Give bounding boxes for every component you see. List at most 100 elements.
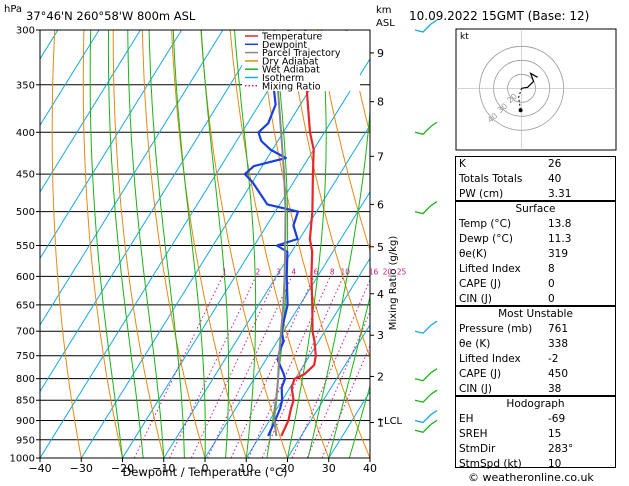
mixing-ratio-label: 2 — [256, 267, 261, 276]
mu-row: CIN (J) 38 — [456, 382, 615, 397]
km-label: km — [376, 5, 392, 16]
wet-adiabat-line — [328, 294, 370, 458]
km-tick-label: 5 — [377, 241, 384, 254]
pressure-tick-label: 700 — [16, 327, 35, 338]
isotherm-line — [245, 257, 370, 458]
index-label: PW (cm) — [459, 188, 504, 200]
hodo-row: EH -69 — [456, 412, 615, 427]
profile-lines — [243, 30, 317, 437]
pressure-tick-label: 300 — [16, 26, 35, 37]
surface-label: θe(K) — [459, 248, 487, 260]
most-unstable-panel: Most Unstable Pressure (mb) 761 θe (K) 338… — [455, 306, 616, 396]
lcl-label: LCL — [384, 416, 403, 427]
mu-row: CAPE (J) 450 — [456, 367, 615, 382]
indices-panel: K 26 Totals Totals 40 PW (cm) 3.31 — [455, 156, 616, 201]
pressure-tick-label: 850 — [16, 396, 35, 407]
wet-adiabat-line — [107, 30, 144, 458]
isotherm-line — [40, 30, 306, 458]
pressure-tick-label: 650 — [16, 300, 35, 311]
isotherm-line — [163, 124, 370, 458]
x-tick-label: −30 — [70, 462, 93, 475]
mixing-ratio-label: 16 — [369, 267, 379, 276]
legend-label: Dry Adiabat — [262, 56, 319, 67]
mixing-ratio-line — [306, 310, 370, 458]
surface-label: Temp (°C) — [459, 218, 512, 230]
hodo-value: -69 — [548, 413, 566, 425]
km-tick-label: 6 — [377, 198, 384, 211]
surface-title: Surface — [515, 203, 556, 215]
pressure-tick-label: 1000 — [10, 454, 35, 465]
mu-row: θe (K) 338 — [456, 337, 615, 352]
pressure-tick-label: 800 — [16, 374, 35, 385]
dry-adiabat-line — [112, 30, 165, 458]
x-tick-label: −10 — [152, 462, 175, 475]
hodo-label: SREH — [459, 428, 488, 440]
mixing-ratio-label: 20 — [383, 267, 393, 276]
wind-barb — [414, 23, 432, 33]
dry-adiabat-line — [317, 30, 370, 252]
wind-barb-flag — [430, 368, 438, 374]
wind-barb-flag — [430, 121, 438, 127]
mu-label: Pressure (mb) — [459, 323, 533, 335]
wet-adiabat-line — [172, 30, 206, 458]
surface-value: 0 — [548, 293, 555, 305]
mu-value: 38 — [548, 383, 562, 395]
parcel-trajectory-line — [273, 30, 287, 437]
pressure-tick-label: 600 — [16, 272, 35, 283]
wet-adiabat-line — [148, 30, 185, 458]
y-right-axis-label: Mixing Ratio (g/kg) — [388, 236, 399, 331]
wet-adiabat-line — [89, 30, 123, 458]
wind-barb — [414, 205, 432, 215]
datetime-title: 10.09.2022 15GMT (Base: 12) — [409, 9, 589, 23]
km-tick-label: 7 — [377, 150, 384, 163]
surface-label: Dewp (°C) — [459, 233, 513, 245]
hodograph-params-panel: Hodograph EH -69 SREH 15 StmDir 283° StmSpd… — [455, 396, 616, 470]
hodograph-frame — [455, 28, 617, 151]
hodo-value: 15 — [548, 428, 562, 440]
km-tick-label: 8 — [377, 96, 384, 109]
dry-adiabat-line — [171, 30, 247, 458]
surface-row: CAPE (J) 0 — [456, 277, 615, 292]
mu-label: Lifted Index — [459, 353, 521, 365]
dry-adiabat-line — [200, 30, 288, 458]
wind-barb-flag — [430, 389, 438, 395]
isotherm-line — [40, 30, 183, 260]
mu-label: θe (K) — [459, 338, 491, 350]
hodo-value: 283° — [548, 443, 574, 455]
mixing-ratio-line — [133, 276, 223, 458]
mixing-ratio-label: 6 — [314, 267, 319, 276]
x-axis-label: Dewpoint / Temperature (°C) — [122, 465, 287, 479]
surface-value: 319 — [548, 248, 569, 260]
mixing-ratio-label: 25 — [397, 267, 407, 276]
mixing-ratio-label: 8 — [330, 267, 335, 276]
mixing-ratio-label: 4 — [291, 267, 296, 276]
km-tick-label: 2 — [377, 370, 384, 383]
mixing-ratio-line — [321, 344, 370, 458]
mixing-ratio-label: 10 — [340, 267, 350, 276]
index-label: K — [459, 158, 466, 170]
surface-value: 0 — [548, 278, 555, 290]
location-title: 37°46'N 260°58'W 800m ASL — [26, 9, 196, 23]
surface-panel: Surface Temp (°C) 13.8 Dewp (°C) 11.3 θe(K… — [455, 201, 616, 306]
dry-adiabat-line — [82, 30, 123, 458]
index-label: Totals Totals — [459, 173, 523, 185]
pressure-tick-label: 900 — [16, 416, 35, 427]
surface-row: Temp (°C) 13.8 — [456, 217, 615, 232]
km-tick-label: 3 — [377, 329, 384, 342]
legend-label: Mixing Ratio — [262, 81, 321, 92]
km-tick-label: 4 — [377, 288, 384, 301]
km-tick-label: 1 — [377, 417, 384, 430]
temperature-line — [280, 30, 317, 437]
footer-credit: © weatheronline.co.uk — [468, 471, 594, 484]
index-value: 3.31 — [548, 188, 572, 200]
mixing-ratio-label: 3 — [276, 267, 281, 276]
isotherm-line — [287, 324, 370, 458]
surface-row: Dewp (°C) 11.3 — [456, 232, 615, 247]
dry-adiabat-line — [258, 30, 370, 458]
isotherm-line — [0, 30, 17, 458]
dry-adiabat-line — [141, 30, 206, 458]
hodograph-storm-marker — [518, 108, 523, 113]
isotherm-line — [40, 30, 141, 193]
wind-barb — [414, 393, 432, 403]
mu-value: 761 — [548, 323, 569, 335]
